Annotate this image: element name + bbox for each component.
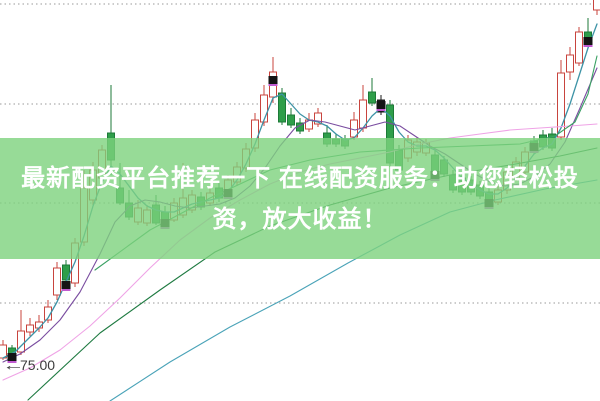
promo-title-line2: 资，放大收益！	[212, 205, 388, 233]
promo-title-line1: 最新配资平台推荐一下 在线配资服务：助您轻松投	[21, 164, 579, 192]
price-level-label: ←75.00	[2, 357, 55, 373]
promo-banner: 最新配资平台推荐一下 在线配资服务：助您轻松投 资，放大收益！	[0, 138, 600, 259]
left-arrow-icon: ←	[2, 357, 25, 373]
price-level-value: 75.00	[20, 357, 56, 373]
